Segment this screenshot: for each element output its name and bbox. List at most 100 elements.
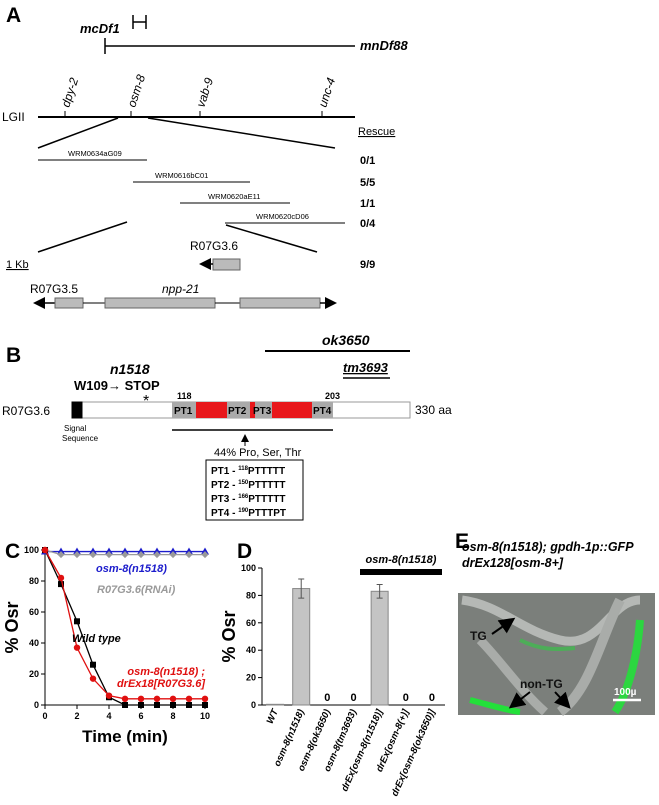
marker <box>185 547 193 555</box>
marker <box>74 618 80 625</box>
x-tick-label: 10 <box>200 711 210 721</box>
marker <box>169 547 177 555</box>
annotation: non-TG <box>520 677 563 691</box>
marker <box>138 702 144 708</box>
marker <box>185 551 193 559</box>
marker <box>201 547 209 555</box>
y-tick-label: 100 <box>241 563 256 573</box>
motif-sequence: PTTTPT <box>248 508 286 519</box>
marker <box>137 695 145 702</box>
domain-label: PT2 <box>228 406 247 417</box>
domain-label: PT4 <box>313 406 332 417</box>
marker <box>202 702 208 708</box>
domain-label: PT3 <box>253 406 272 417</box>
motif: PT3 - 166PTTTTT <box>211 494 285 505</box>
x-tick-label: 6 <box>138 711 143 721</box>
annotation: TG <box>470 629 487 643</box>
y-axis-label: % Osr <box>219 610 239 662</box>
value-label: 0 <box>324 692 330 704</box>
scale-label: 100µ <box>614 687 637 698</box>
allele: n1518 <box>110 361 150 377</box>
marker <box>154 702 160 708</box>
deficiency: mcDf1 <box>80 21 120 36</box>
rescue: 1/1 <box>360 198 375 210</box>
motif-name: PT4 - <box>211 508 238 519</box>
panel-a: A mcDf1 mnDf88 LGII dpy-2 osm-8 vab-9 un… <box>2 4 408 309</box>
error-bar <box>376 583 383 599</box>
region <box>250 402 255 418</box>
x-tick-label: 4 <box>106 711 111 721</box>
exon <box>239 297 321 309</box>
y-tick-label: 80 <box>246 590 256 600</box>
x-axis-label: Time (min) <box>82 727 168 746</box>
panel-label: A <box>6 4 21 27</box>
y-tick-label: 20 <box>29 669 39 679</box>
arrow <box>508 691 531 709</box>
gene: R07G3.5 <box>30 282 78 296</box>
signal-peptide <box>71 401 83 419</box>
worm <box>476 636 548 716</box>
marker <box>169 695 177 702</box>
panel-label: D <box>237 540 252 563</box>
marker <box>121 547 129 555</box>
y-axis-label: % Osr <box>2 601 22 653</box>
y-tick-label: 40 <box>246 645 256 655</box>
protein-name: R07G3.6 <box>2 404 50 418</box>
series-label: osm-8(n1518) ; drEx18[R07G3.6] <box>116 666 205 690</box>
x-tick-label: 8 <box>170 711 175 721</box>
image-title: osm-8(n1518); gpdh-1p::GFP <box>462 540 634 554</box>
y-tick-label: 20 <box>246 673 256 683</box>
gene: npp-21 <box>162 282 199 296</box>
panel-label: B <box>6 344 21 367</box>
marker <box>137 547 145 555</box>
panel-b: B ok3650 tm3693 n1518 W109→ STOP * R07G3… <box>2 332 452 521</box>
domain <box>172 402 196 418</box>
marker <box>186 702 192 708</box>
region <box>272 402 312 418</box>
scale-label: 1 Kb <box>6 259 29 271</box>
marker <box>201 551 209 559</box>
y-tick-label: 60 <box>29 607 39 617</box>
marker <box>153 695 161 702</box>
marker <box>58 581 64 588</box>
position: 118 <box>177 391 192 401</box>
length: 330 aa <box>415 403 452 417</box>
bar <box>292 588 311 706</box>
series-label: Wild type <box>72 633 121 645</box>
x-tick-label: 0 <box>42 711 47 721</box>
x-tick-label: 2 <box>74 711 79 721</box>
error-bar <box>298 578 305 599</box>
y-tick-label: 0 <box>34 700 39 710</box>
marker <box>73 547 81 555</box>
motif-position: 166 <box>238 494 249 500</box>
cosmid-label: WRM0620cD06 <box>256 212 309 221</box>
panel-label: E <box>455 530 469 553</box>
bar <box>266 703 285 706</box>
y-tick-label: 60 <box>246 618 256 628</box>
motif: PT4 - 190PTTTPT <box>211 508 286 519</box>
marker <box>122 702 128 708</box>
mutation: W109→ STOP <box>74 378 160 393</box>
panel-label: C <box>5 540 20 563</box>
rescue: 0/4 <box>360 218 376 230</box>
gfp <box>519 638 576 651</box>
panel-e: E osm-8(n1518); gpdh-1p::GFP drEx128[osm… <box>455 530 655 717</box>
cosmid-label: WRM0620aE11 <box>208 192 260 201</box>
value-label: 0 <box>403 692 409 704</box>
region <box>196 402 227 418</box>
signal-label: Sequence <box>62 434 99 443</box>
zoom-line <box>37 221 128 253</box>
gene: dpy-2 <box>59 76 82 109</box>
gene: vab-9 <box>194 76 217 109</box>
domain <box>312 402 333 418</box>
value-label: 0 <box>350 692 356 704</box>
exon <box>212 258 241 271</box>
exon <box>54 297 84 309</box>
cosmid-label: WRM0616bC01 <box>155 171 208 180</box>
series-label: R07G3.6(RNAi) <box>97 584 176 596</box>
marker <box>105 551 113 559</box>
arrow <box>491 617 516 635</box>
marker <box>121 551 129 559</box>
